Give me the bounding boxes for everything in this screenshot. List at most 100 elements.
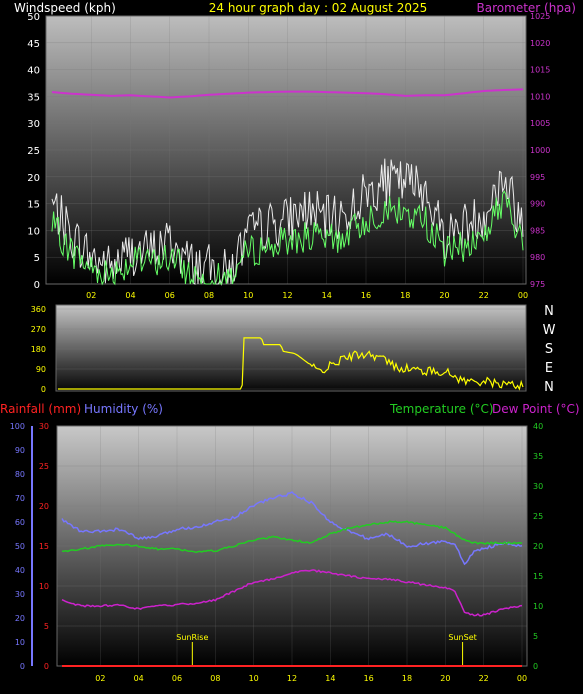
wind-x-tick-label: 02	[86, 291, 96, 300]
rainfall-tick-label: 20	[39, 502, 49, 511]
temperature-tick-label: 15	[533, 572, 543, 581]
temperature-line	[61, 520, 523, 554]
climate-x-tick-label: 04	[134, 674, 144, 683]
rainfall-y-axis: 0 5 10 15 20 25 30	[39, 422, 49, 671]
climate-x-tick-label: 20	[440, 674, 450, 683]
wind-x-tick-label: 06	[165, 291, 175, 300]
windspeed-tick-label: 0	[34, 280, 40, 291]
temperature-tick-label: 5	[533, 632, 538, 641]
barometer-tick-label: 990	[530, 200, 545, 209]
wind-average-line	[51, 190, 524, 286]
wind-x-tick-label: 10	[243, 291, 253, 300]
sun-annotations: SunRise SunSet	[176, 633, 477, 666]
climate-x-tick-label: 22	[479, 674, 489, 683]
barometer-tick-label: 1000	[530, 146, 550, 155]
wind-x-tick-label: 12	[282, 291, 292, 300]
rainfall-tick-label: 15	[39, 542, 49, 551]
direction-tick-label: 90	[36, 365, 46, 374]
rainfall-tick-label: 10	[39, 582, 49, 591]
wind-x-tick-label: 18	[400, 291, 410, 300]
compass-label: W	[543, 323, 556, 338]
humidity-tick-label: 70	[15, 494, 25, 503]
windspeed-tick-label: 30	[27, 119, 40, 130]
humidity-tick-label: 20	[15, 614, 25, 623]
direction-tick-label: 270	[31, 325, 46, 334]
climate-x-tick-label: 08	[210, 674, 220, 683]
wind-series	[51, 88, 524, 286]
windspeed-tick-label: 20	[27, 173, 40, 184]
wind-direction-line	[58, 337, 524, 391]
compass-label: S	[545, 342, 553, 357]
barometer-tick-label: 1015	[530, 66, 550, 75]
humidity-tick-label: 0	[20, 662, 25, 671]
windspeed-tick-label: 50	[27, 12, 40, 23]
windspeed-tick-label: 5	[34, 253, 40, 264]
wind-x-tick-label: 08	[204, 291, 214, 300]
barometer-tick-label: 975	[530, 280, 545, 289]
direction-tick-label: 180	[31, 345, 46, 354]
barometer-tick-label: 980	[530, 253, 545, 262]
temperature-tick-label: 30	[533, 482, 543, 491]
temperature-tick-label: 10	[533, 602, 543, 611]
temperature-axis-title: Temperature (°C)	[389, 402, 494, 416]
wind-x-tick-label: 16	[361, 291, 371, 300]
climate-panel-grid	[57, 425, 527, 667]
humidity-tick-label: 10	[15, 638, 25, 647]
climate-x-tick-label: 12	[287, 674, 297, 683]
barometer-y-axis: 975 980 985 990 995 1000 1005 1010 1015 1020 1025	[530, 12, 550, 289]
barometer-axis-title: Barometer (hpa)	[477, 1, 576, 15]
barometer-tick-label: 1020	[530, 39, 550, 48]
dewpoint-axis-title: Dew Point (°C)	[492, 402, 580, 416]
climate-x-tick-label: 00	[517, 674, 527, 683]
humidity-axis-title: Humidity (%)	[84, 402, 163, 416]
windspeed-tick-label: 15	[27, 200, 40, 211]
barometer-tick-label: 1025	[530, 12, 550, 21]
compass-label: E	[545, 361, 553, 376]
compass-label: N	[544, 304, 554, 319]
direction-tick-label: 0	[41, 385, 46, 394]
windspeed-tick-label: 35	[27, 92, 40, 103]
sun-annotation-label: SunSet	[448, 633, 476, 642]
climate-x-tick-label: 06	[172, 674, 182, 683]
wind-x-tick-label: 22	[479, 291, 489, 300]
wind-x-tick-label: 04	[125, 291, 135, 300]
graph-title: 24 hour graph day : 02 August 2025	[209, 1, 428, 15]
rainfall-tick-label: 0	[44, 662, 49, 671]
wind-panel-grid	[46, 15, 526, 285]
climate-series	[61, 491, 523, 667]
climate-x-tick-label: 14	[325, 674, 335, 683]
humidity-tick-label: 80	[15, 470, 25, 479]
climate-x-tick-label: 02	[95, 674, 105, 683]
wind-x-tick-label: 14	[322, 291, 332, 300]
dewpoint-line	[61, 569, 523, 617]
windspeed-tick-label: 25	[27, 146, 40, 157]
humidity-tick-label: 60	[15, 518, 25, 527]
barometer-line	[51, 88, 524, 99]
humidity-tick-label: 30	[15, 590, 25, 599]
windspeed-tick-label: 40	[27, 66, 40, 77]
temperature-y-axis: 0 5 10 15 20 25 30 35 40	[533, 422, 543, 671]
rainfall-tick-label: 30	[39, 422, 49, 431]
climate-x-axis: 02 04 06 08 10 12 14 16 18 20 22 00	[95, 674, 527, 683]
wind-x-tick-label: 20	[439, 291, 449, 300]
humidity-tick-label: 100	[10, 422, 25, 431]
barometer-tick-label: 1010	[530, 92, 550, 101]
direction-panel-background	[55, 304, 527, 392]
windspeed-tick-label: 45	[27, 39, 40, 50]
temperature-tick-label: 40	[533, 422, 543, 431]
barometer-tick-label: 1005	[530, 119, 550, 128]
climate-x-tick-label: 10	[249, 674, 259, 683]
climate-x-tick-label: 18	[402, 674, 412, 683]
humidity-line	[61, 491, 523, 566]
compass-label: N	[544, 380, 554, 395]
temperature-tick-label: 35	[533, 452, 543, 461]
humidity-tick-label: 90	[15, 446, 25, 455]
rainfall-axis-title: Rainfall (mm)	[0, 402, 81, 416]
direction-y-axis: 0 90 180 270 360	[31, 305, 46, 394]
wind-x-tick-label: 00	[518, 291, 528, 300]
rainfall-tick-label: 25	[39, 462, 49, 471]
temperature-tick-label: 0	[533, 662, 538, 671]
climate-x-tick-label: 16	[364, 674, 374, 683]
